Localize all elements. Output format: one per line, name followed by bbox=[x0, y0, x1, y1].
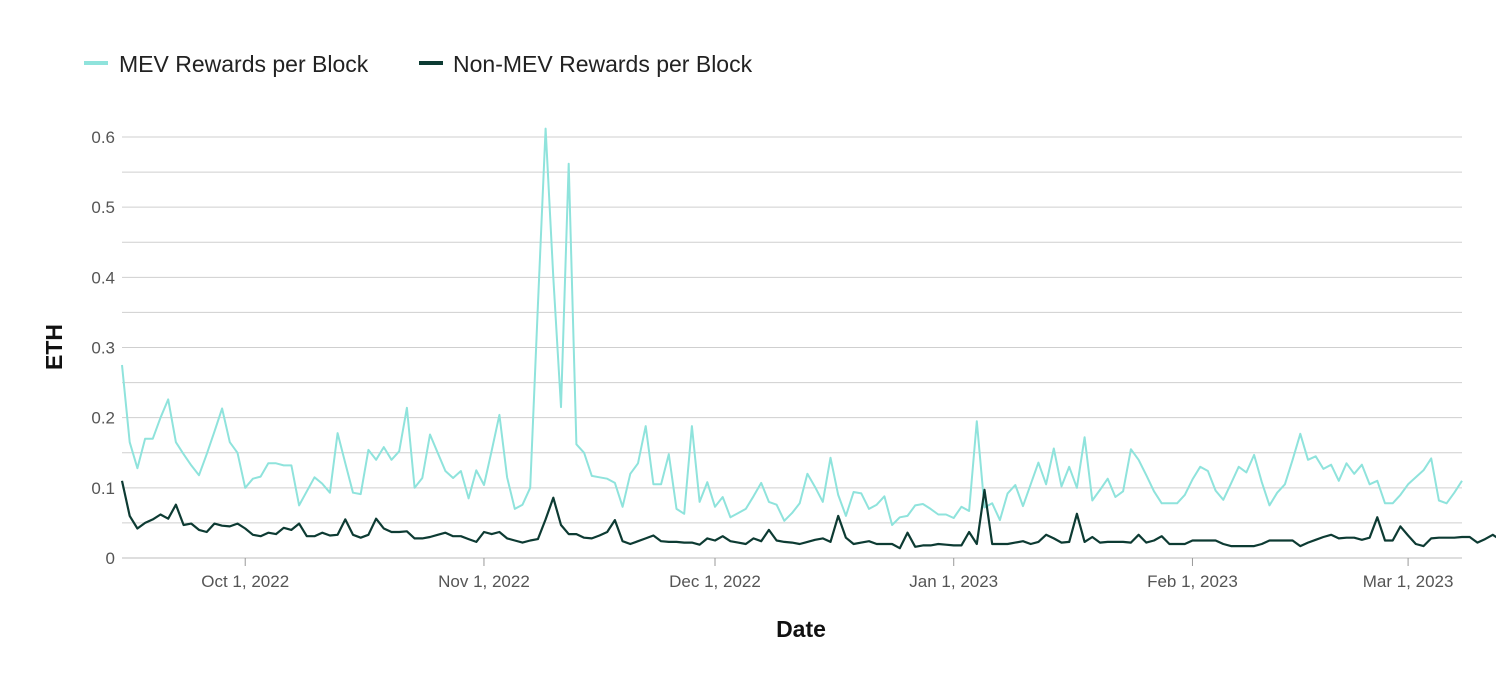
x-tick-label: Dec 1, 2022 bbox=[669, 572, 761, 591]
series-line-non-mev bbox=[120, 480, 1496, 550]
y-tick-label: 0.2 bbox=[91, 409, 115, 428]
y-tick-label: 0.4 bbox=[91, 268, 115, 287]
legend: MEV Rewards per Block Non-MEV Rewards pe… bbox=[84, 51, 753, 77]
x-tick-label: Feb 1, 2023 bbox=[1147, 572, 1238, 591]
y-axis: 0 0.1 0.2 0.3 0.4 0.5 0.6 bbox=[91, 128, 115, 568]
x-axis-title: Date bbox=[776, 616, 826, 642]
y-tick-label: 0 bbox=[106, 549, 115, 568]
y-tick-label: 0.3 bbox=[91, 339, 115, 358]
gridlines bbox=[122, 136, 1462, 559]
x-tick-label: Mar 1, 2023 bbox=[1363, 572, 1454, 591]
y-tick-label: 0.1 bbox=[91, 479, 115, 498]
x-tick-label: Nov 1, 2022 bbox=[438, 572, 530, 591]
x-axis: Oct 1, 2022 Nov 1, 2022 Dec 1, 2022 Jan 1, … bbox=[201, 558, 1453, 591]
series-line-mev bbox=[121, 127, 1463, 526]
series-lines bbox=[120, 127, 1496, 550]
legend-label-non-mev: Non-MEV Rewards per Block bbox=[453, 51, 753, 77]
y-axis-title: ETH bbox=[41, 324, 67, 370]
y-tick-label: 0.5 bbox=[91, 198, 115, 217]
legend-label-mev: MEV Rewards per Block bbox=[119, 51, 369, 77]
x-tick-label: Oct 1, 2022 bbox=[201, 572, 289, 591]
x-tick-label: Jan 1, 2023 bbox=[909, 572, 998, 591]
y-tick-label: 0.6 bbox=[91, 128, 115, 147]
